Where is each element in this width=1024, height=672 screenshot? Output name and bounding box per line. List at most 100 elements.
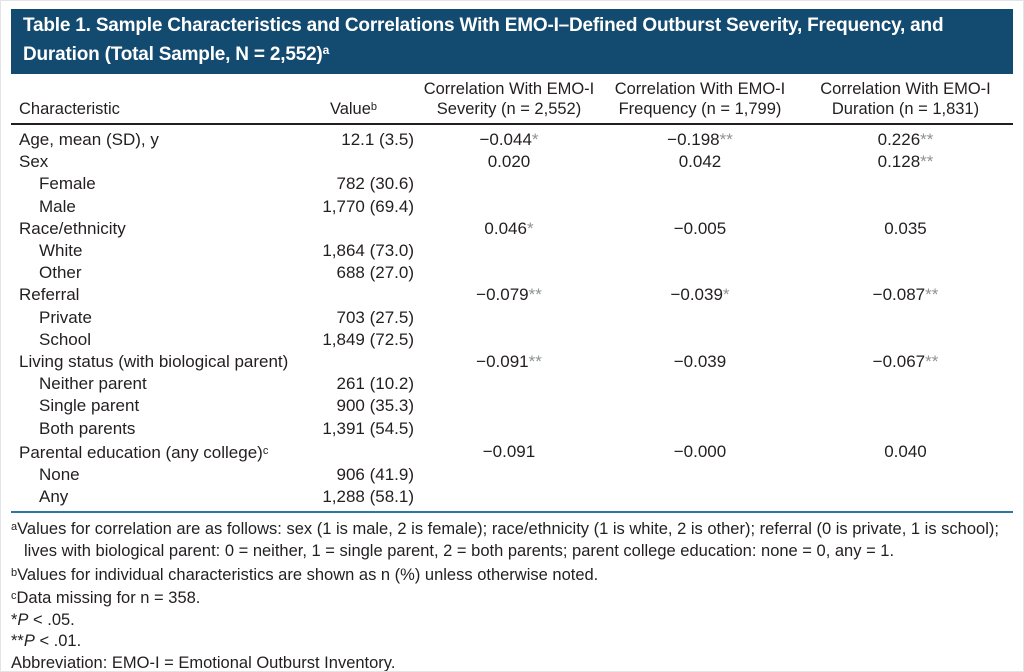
characteristic-cell: Parental education (any college)c	[19, 442, 269, 462]
col-header-duration-line2: Duration (n = 1,831)	[831, 100, 980, 118]
value-cell: 1,288 (58.1)	[322, 487, 414, 507]
severity-cell	[416, 173, 602, 195]
table-header: Characteristic Valueb Correlation With E…	[11, 79, 1013, 125]
significance-stars: **	[528, 285, 542, 305]
col-header-frequency-line1: Correlation With EMO-I	[614, 80, 786, 98]
frequency-cell	[602, 464, 798, 486]
header-row: Characteristic Valueb Correlation With E…	[11, 79, 1013, 125]
col-header-value-superscript: b	[370, 101, 378, 113]
footnote-superscript: c	[11, 590, 17, 603]
value-cell	[291, 351, 416, 373]
severity-cell: 0.046*	[484, 218, 534, 238]
col-header-duration: Correlation With EMO-I Duration (n = 1,83…	[798, 79, 1013, 125]
table-row: White 1,864 (73.0)	[11, 240, 1013, 262]
characteristic-cell: Age, mean (SD), y	[19, 130, 159, 149]
duration-cell	[798, 173, 1013, 195]
col-header-value: Valueb	[291, 79, 416, 125]
table-row: None 906 (41.9)	[11, 464, 1013, 486]
severity-cell: −0.091**	[476, 352, 542, 372]
frequency-cell	[602, 418, 798, 440]
table-title-superscript: a	[322, 43, 330, 57]
characteristic-cell: Both parents	[39, 418, 136, 438]
characteristic-cell: Single parent	[39, 396, 140, 416]
footnote: bValues for individual characteristics a…	[11, 565, 599, 584]
severity-cell	[416, 240, 602, 262]
col-header-severity: Correlation With EMO-I Severity (n = 2,55…	[416, 79, 602, 125]
value-cell	[291, 151, 416, 173]
severity-cell	[416, 373, 602, 395]
duration-cell	[798, 486, 1013, 508]
frequency-cell	[602, 486, 798, 508]
characteristic-cell: Female	[39, 174, 96, 194]
significance-stars: **	[528, 352, 542, 372]
frequency-cell	[602, 395, 798, 417]
severity-cell	[416, 486, 602, 508]
duration-cell	[798, 196, 1013, 218]
value-cell: 900 (35.3)	[336, 396, 415, 416]
severity-cell: −0.079**	[476, 285, 542, 305]
characteristic-cell: Sex	[19, 152, 49, 172]
frequency-cell	[602, 329, 798, 351]
value-cell: 688 (27.0)	[336, 263, 415, 283]
table-row: Neither parent 261 (10.2)	[11, 373, 1013, 395]
characteristic-cell: School	[39, 329, 91, 349]
footnote: aValues for correlation are as follows: …	[11, 520, 999, 561]
value-cell: 703 (27.5)	[336, 307, 415, 327]
characteristic-cell: None	[39, 465, 80, 485]
table-row: Parental education (any college)c −0.091 −…	[11, 440, 1013, 464]
frequency-cell: −0.039*	[670, 285, 730, 305]
significance-stars: **	[719, 130, 733, 149]
footnote: Abbreviation: EMO-I = Emotional Outburst…	[11, 654, 396, 672]
duration-cell	[798, 240, 1013, 262]
severity-cell	[416, 395, 602, 417]
duration-cell	[798, 464, 1013, 486]
frequency-cell: −0.198**	[667, 130, 733, 149]
characteristics-table: Characteristic Valueb Correlation With E…	[11, 79, 1013, 508]
significance-stars: **	[925, 352, 939, 372]
value-cell	[291, 440, 416, 464]
frequency-cell: −0.000	[673, 441, 727, 461]
value-cell: 782 (30.6)	[336, 174, 415, 194]
duration-cell	[798, 329, 1013, 351]
table-row: Referral −0.079** −0.039* −0.087**	[11, 284, 1013, 306]
value-cell: 261 (10.2)	[336, 374, 415, 394]
table-row: Age, mean (SD), y 12.1 (3.5) −0.044* −0.198…	[11, 124, 1013, 151]
significance-stars: *	[722, 285, 730, 305]
value-cell: 1,391 (54.5)	[322, 418, 414, 438]
significance-stars: **	[920, 152, 934, 172]
footnote: *P < .05.	[11, 610, 75, 629]
col-header-characteristic-label: Characteristic	[19, 100, 120, 118]
col-header-duration-line1: Correlation With EMO-I	[820, 80, 991, 98]
footnote: cData missing for n = 358.	[11, 589, 201, 608]
duration-cell: −0.067**	[872, 352, 939, 372]
duration-cell: 0.128**	[877, 152, 934, 172]
severity-cell	[416, 418, 602, 440]
significance-stars: *	[531, 130, 539, 149]
col-header-value-label: Value	[329, 100, 371, 118]
italic-p: P	[23, 632, 35, 651]
value-cell	[291, 284, 416, 306]
characteristic-cell: Neither parent	[39, 374, 147, 394]
table-row: Private 703 (27.5)	[11, 307, 1013, 329]
duration-cell	[798, 418, 1013, 440]
frequency-cell: −0.039	[673, 352, 727, 372]
characteristic-cell: Other	[39, 263, 82, 283]
severity-cell: 0.020	[487, 152, 531, 172]
value-cell: 906 (41.9)	[336, 465, 415, 485]
characteristic-cell: Living status (with biological parent)	[19, 352, 289, 372]
italic-p: P	[17, 610, 29, 629]
duration-cell	[798, 262, 1013, 284]
significance-stars: **	[920, 130, 934, 149]
severity-cell: −0.044*	[479, 130, 539, 149]
footnotes: aValues for correlation are as follows: …	[11, 511, 1013, 672]
severity-cell	[416, 329, 602, 351]
characteristic-cell: Race/ethnicity	[19, 218, 126, 238]
frequency-cell	[602, 196, 798, 218]
frequency-cell	[602, 262, 798, 284]
table-row: Male 1,770 (69.4)	[11, 196, 1013, 218]
footnote-superscript: a	[11, 521, 18, 534]
footnote-superscript: b	[11, 566, 18, 579]
table-title: Table 1. Sample Characteristics and Corr…	[23, 15, 944, 65]
severity-cell	[416, 262, 602, 284]
